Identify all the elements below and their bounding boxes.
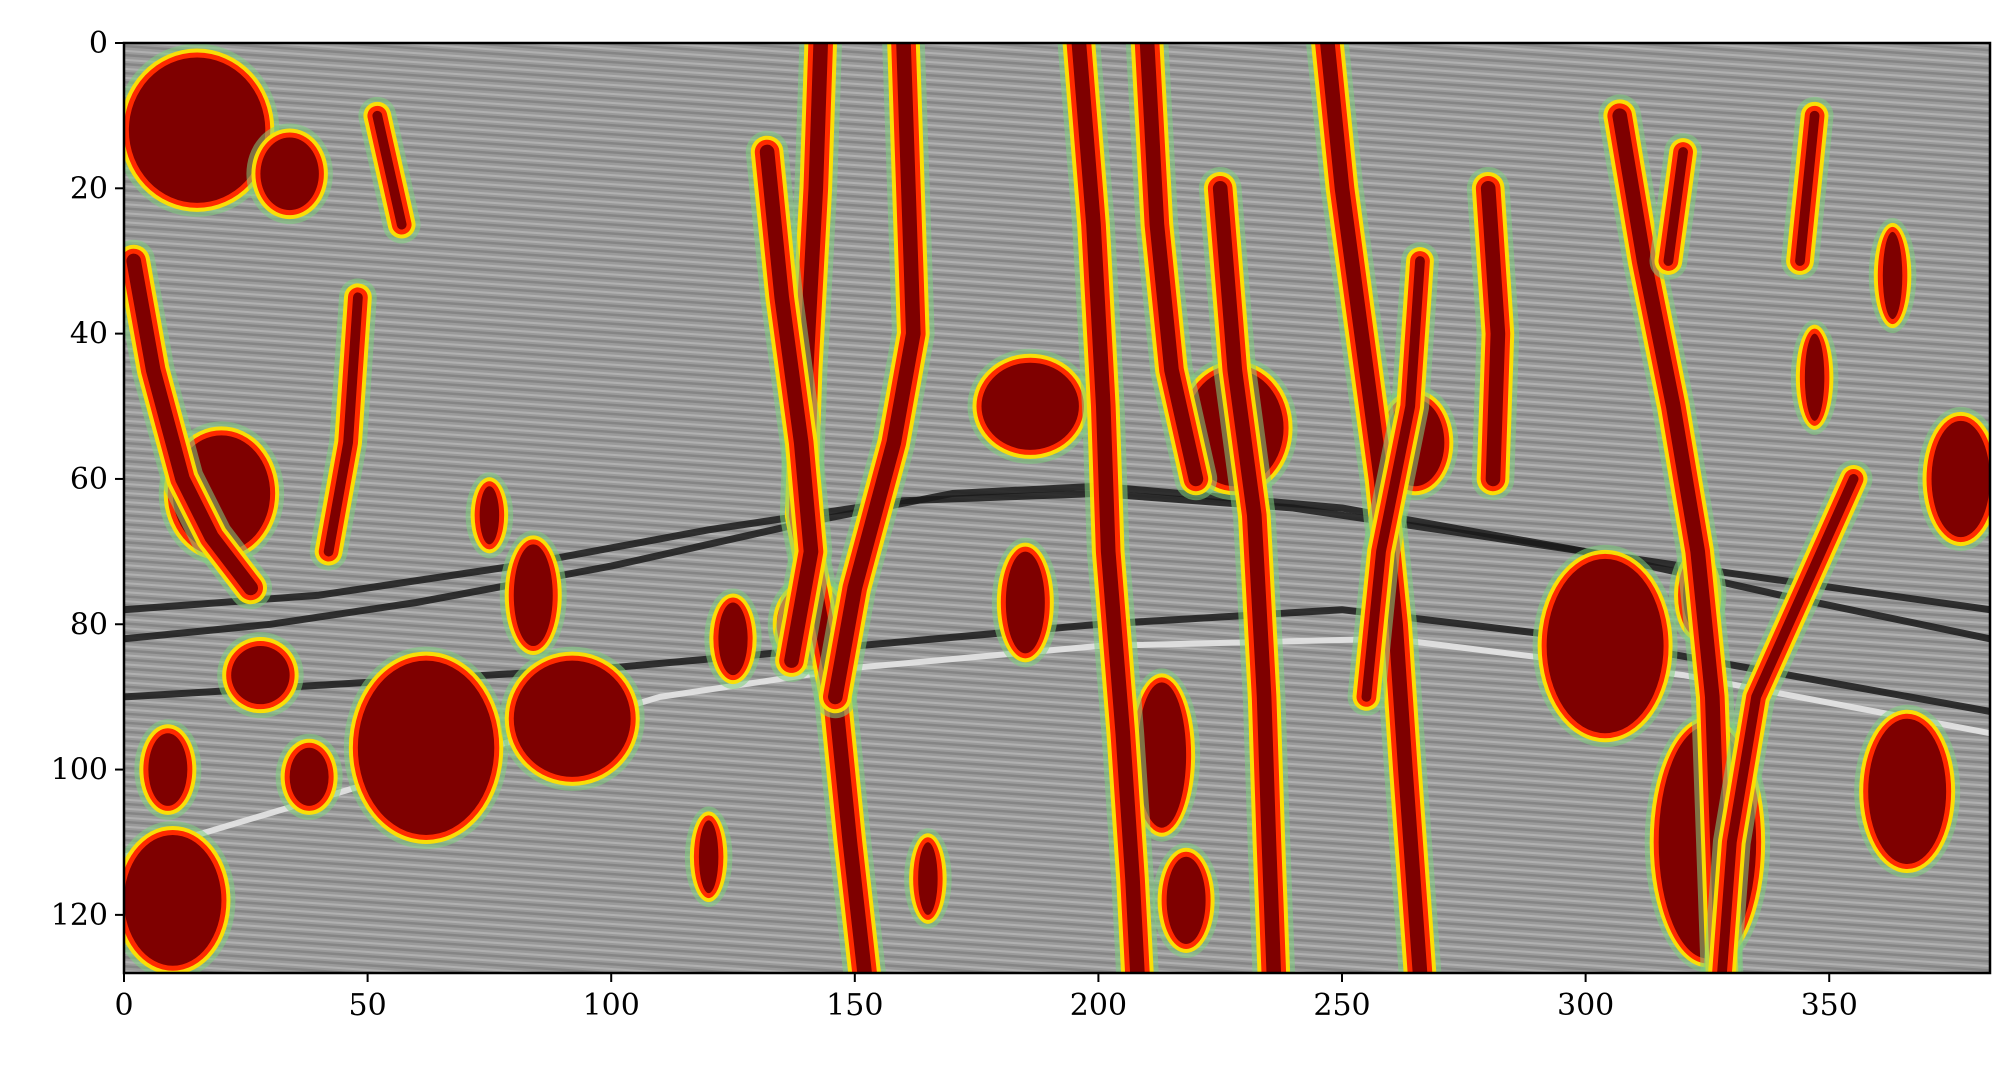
fault-trace-9 [1598,94,1744,973]
fault-trace-3 [1057,43,1159,973]
fault-blob-25 [1868,217,1917,334]
fault-trace-12 [1703,460,1873,973]
fault-blob-23 [904,828,952,929]
fault-trace-5 [1198,166,1296,973]
fault-trace-4 [1125,43,1218,501]
fault-blob-12 [991,537,1059,668]
y-tick-label: 0 [89,26,108,61]
fault-blob-9 [134,719,202,820]
fault-blob-24 [684,806,733,908]
fault-trace-15 [358,96,421,244]
fault-trace-10 [1649,133,1702,280]
fault-blob-8 [124,820,236,973]
y-tick-label: 100 [51,753,108,788]
fault-blob-26 [1790,319,1839,435]
fault-blob-15 [1152,842,1220,958]
fault-trace-14 [309,278,377,571]
fault-blob-17 [1532,544,1678,748]
x-tick-label: 50 [349,988,387,1023]
x-axis: 0 50 100 150 200 250 300 350 [114,973,1858,1023]
heatmap-plot-area [124,43,1990,973]
fault-trace-11 [1781,96,1834,280]
x-tick-label: 250 [1313,988,1370,1023]
fault-blob-6 [499,530,567,661]
fault-blob-20 [1917,406,1990,552]
fault-trace-2 [813,43,935,719]
x-tick-label: 350 [1801,988,1858,1023]
fault-blob-1 [246,123,333,225]
fault-blob-19 [1854,704,1961,879]
x-tick-label: 300 [1557,988,1614,1023]
y-axis: 0 20 40 60 80 100 120 [51,26,124,933]
y-tick-label: 20 [70,171,108,206]
plot-frame [122,41,1992,975]
fault-blob-4 [343,646,509,849]
x-tick-label: 150 [826,988,883,1023]
fault-blob-10 [275,733,343,820]
y-tick-label: 120 [51,898,108,933]
fault-blob-22 [704,588,762,690]
fault-blob-5 [499,646,645,791]
fault-trace-13 [124,239,273,610]
fault-trace-8 [1466,166,1520,501]
x-tick-label: 100 [583,988,640,1023]
x-tick-label: 200 [1070,988,1127,1023]
x-tick-label: 0 [114,988,133,1023]
fault-blob-3 [217,632,304,719]
y-tick-label: 60 [70,462,108,497]
horizon-0 [124,482,1990,643]
fault-overlay-layer [124,43,1990,973]
fault-trace-1 [745,130,833,682]
y-tick-label: 40 [70,317,108,352]
fault-blob-7 [465,472,514,559]
y-tick-label: 80 [70,607,108,642]
fault-blob-0 [124,43,280,217]
fault-trace-7 [1347,242,1439,716]
fault-blob-11 [967,348,1093,464]
